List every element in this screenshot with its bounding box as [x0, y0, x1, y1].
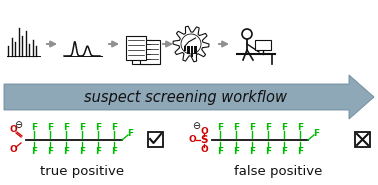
Text: suspect screening workflow: suspect screening workflow — [84, 90, 287, 105]
Text: F: F — [63, 147, 69, 157]
Text: O: O — [9, 145, 17, 154]
Bar — [194, 46, 197, 54]
Text: F: F — [95, 124, 101, 132]
Text: F: F — [79, 124, 85, 132]
Text: F: F — [249, 124, 255, 132]
Text: F: F — [47, 147, 53, 157]
Text: F: F — [127, 129, 133, 137]
Text: ⊖: ⊖ — [192, 121, 200, 131]
Text: O: O — [200, 144, 208, 154]
Text: F: F — [79, 147, 85, 157]
Text: ⊖: ⊖ — [14, 120, 22, 130]
Polygon shape — [4, 75, 374, 119]
Text: F: F — [265, 124, 271, 132]
Text: F: F — [31, 147, 37, 157]
FancyBboxPatch shape — [126, 36, 146, 60]
Bar — [191, 46, 193, 57]
Text: O: O — [188, 135, 196, 144]
Text: O: O — [200, 127, 208, 135]
Bar — [187, 46, 190, 54]
Polygon shape — [173, 26, 209, 62]
Text: F: F — [31, 124, 37, 132]
Circle shape — [242, 29, 252, 39]
FancyBboxPatch shape — [148, 132, 163, 147]
Text: F: F — [95, 147, 101, 157]
Text: O: O — [9, 125, 17, 134]
Circle shape — [181, 34, 201, 54]
Text: F: F — [297, 124, 303, 132]
Text: false positive: false positive — [234, 166, 322, 179]
Text: F: F — [233, 147, 239, 157]
Bar — [184, 46, 186, 51]
Text: F: F — [63, 124, 69, 132]
Text: F: F — [297, 147, 303, 157]
FancyBboxPatch shape — [355, 132, 370, 147]
FancyBboxPatch shape — [140, 40, 160, 64]
Text: F: F — [217, 147, 223, 157]
Text: F: F — [217, 124, 223, 132]
FancyBboxPatch shape — [132, 40, 152, 64]
Text: F: F — [47, 124, 53, 132]
Text: S: S — [200, 135, 208, 145]
Text: F: F — [233, 124, 239, 132]
Text: F: F — [313, 129, 319, 137]
Text: F: F — [265, 147, 271, 157]
Text: true positive: true positive — [40, 166, 124, 179]
Text: F: F — [111, 124, 117, 132]
Text: F: F — [281, 124, 287, 132]
Text: F: F — [249, 147, 255, 157]
Text: F: F — [111, 147, 117, 157]
FancyBboxPatch shape — [255, 40, 271, 50]
Text: F: F — [281, 147, 287, 157]
